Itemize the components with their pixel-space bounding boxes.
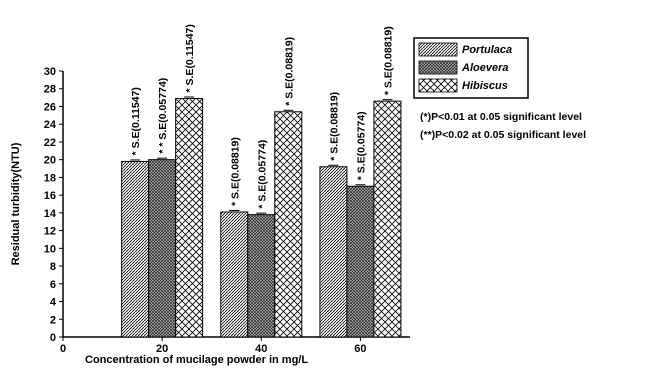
bar-hibiscus-60	[373, 100, 402, 338]
legend-swatch-portulaca	[418, 42, 458, 57]
y-tick-label: 30	[44, 66, 56, 78]
bar-annotations: * S.E(0.11547) * * S.E(0.05774) * S.E(0.11…	[130, 24, 394, 208]
bar-hibiscus-20	[175, 97, 204, 338]
significance-note-2: (**)P<0.02 at 0.05 significant level	[420, 129, 586, 141]
bar-aloevera-60	[346, 185, 375, 338]
y-tick-label: 0	[50, 332, 56, 344]
y-tick-label: 20	[44, 155, 56, 167]
x-tick-label: 40	[255, 343, 267, 355]
legend-label-aloevera: Aloevera	[461, 62, 508, 74]
y-tick-label: 22	[44, 137, 56, 149]
se-annotation: * S.E(0.08819)	[328, 92, 340, 161]
se-annotation: * * S.E(0.05774)	[157, 78, 169, 154]
y-tick-label: 28	[44, 84, 56, 96]
legend-swatch-hibiscus	[418, 78, 458, 93]
bar-hibiscus-40	[274, 111, 303, 338]
bar-portulaca-60	[319, 166, 348, 338]
se-annotation: * S.E(0.11547)	[130, 87, 142, 155]
se-annotation: * S.E(0.08819)	[382, 26, 394, 95]
y-tick-label: 2	[50, 314, 56, 326]
y-tick-label: 10	[44, 243, 56, 255]
bar-portulaca-40	[220, 211, 249, 338]
legend: Portulaca Aloevera Hibiscus	[413, 37, 529, 99]
se-annotation: * S.E(0.08819)	[283, 37, 295, 106]
bar-aloevera-20	[148, 159, 177, 338]
y-axis-label: Residual turbidity(NTU)	[10, 142, 22, 265]
y-tick-label: 24	[44, 119, 57, 131]
x-axis-label: Concentration of mucilage powder in mg/L	[85, 354, 308, 366]
y-tick-label: 26	[44, 101, 56, 113]
y-tick-label: 4	[50, 297, 57, 309]
se-annotation: * S.E(0.11547)	[184, 24, 196, 92]
bars	[121, 96, 402, 338]
legend-label-portulaca: Portulaca	[462, 44, 512, 56]
se-annotation: * S.E(0.05774)	[256, 140, 268, 209]
y-tick-label: 16	[44, 190, 56, 202]
x-tick-label: 0	[60, 343, 66, 355]
y-tick-label: 6	[50, 279, 56, 291]
bar-portulaca-20	[121, 160, 150, 338]
legend-label-hibiscus: Hibiscus	[462, 80, 508, 92]
x-tick-label: 60	[354, 343, 366, 355]
y-tick-label: 12	[44, 226, 56, 238]
se-annotation: * S.E(0.08819)	[229, 137, 241, 206]
x-tick-label: 20	[156, 343, 168, 355]
bar-aloevera-40	[247, 214, 276, 338]
y-tick-label: 8	[50, 261, 56, 273]
se-annotation: * S.E(0.05774)	[355, 111, 367, 180]
y-tick-label: 18	[44, 172, 56, 184]
significance-note-1: (*)P<0.01 at 0.05 significant level	[420, 111, 582, 123]
legend-swatch-aloevera	[418, 60, 458, 75]
y-tick-label: 14	[44, 208, 57, 220]
